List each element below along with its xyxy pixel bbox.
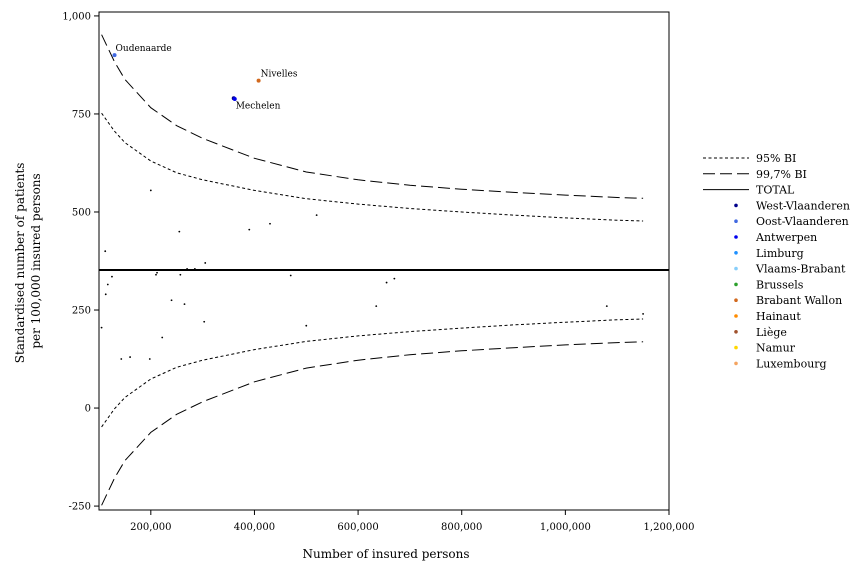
legend-label: Brussels: [756, 278, 804, 291]
x-tick-label: 1,000,000: [540, 522, 591, 533]
highlighted-point: [232, 97, 237, 102]
legend-label: West-Vlaanderen: [756, 199, 850, 212]
data-point: [305, 324, 308, 327]
data-point: [193, 267, 196, 270]
data-point: [393, 277, 396, 280]
upper-95-limit: [101, 112, 644, 222]
data-point: [204, 262, 207, 264]
data-points: Mechelen Oudenaarde Nivelles: [100, 44, 644, 360]
y-axis-title: Standardised number of patients per 100,…: [13, 159, 43, 364]
highlighted-point: [256, 78, 261, 83]
legend-label: TOTAL: [756, 184, 795, 197]
data-point: [315, 214, 318, 217]
data-point: [375, 305, 378, 307]
data-point: [642, 313, 644, 315]
data-point: [385, 281, 388, 284]
data-point: [106, 283, 109, 286]
lower-997-limit: [101, 341, 644, 506]
y-tick-label: -250: [69, 502, 91, 513]
data-point: [605, 305, 608, 307]
data-point: [161, 336, 164, 339]
plot-frame: [98, 11, 670, 511]
data-point: [248, 228, 251, 231]
data-point: [111, 275, 113, 278]
legend-label: Brabant Wallon: [756, 294, 842, 307]
legend-label: Limburg: [756, 247, 804, 260]
control-limits: [101, 34, 644, 506]
legend-dot-swatch: [734, 298, 738, 303]
x-tick-label: 600,000: [337, 522, 378, 533]
upper-997-limit: [101, 34, 644, 199]
x-tick-label: 1,200,000: [644, 522, 695, 533]
legend-label: 95% BI: [756, 152, 796, 165]
y-tick-label: 750: [72, 109, 91, 120]
legend-dot-swatch: [734, 330, 738, 334]
legend-label: Luxembourg: [756, 357, 827, 370]
y-axis-title-line-1: Standardised number of patients: [13, 163, 27, 364]
data-point: [156, 271, 158, 274]
legend-dot-swatch: [734, 203, 738, 208]
x-tick-label: 800,000: [441, 522, 482, 533]
x-tick-label: 400,000: [234, 522, 275, 533]
legend-dot-swatch: [734, 266, 738, 271]
data-point: [120, 358, 123, 360]
y-axis: -250 0 250 500 750 1,000: [62, 11, 99, 513]
data-point: [289, 274, 292, 277]
legend-dot-swatch: [734, 219, 738, 223]
data-point: [104, 293, 107, 296]
data-point: [179, 273, 182, 276]
legend-dot-swatch: [734, 314, 738, 318]
data-point: [203, 320, 206, 323]
legend-dot-swatch: [734, 282, 738, 287]
data-point: [148, 358, 151, 360]
x-tick-label: 200,000: [130, 522, 171, 533]
legend-label: 99,7% BI: [756, 168, 807, 181]
y-tick-label: 250: [72, 306, 91, 317]
legend-label: Vlaams-Brabant: [755, 263, 846, 276]
data-point: [178, 230, 181, 233]
legend-dot-swatch: [734, 345, 738, 350]
lower-95-limit: [101, 318, 644, 428]
data-point: [104, 250, 107, 253]
legend-dot-swatch: [734, 361, 738, 366]
legend-label: Namur: [756, 342, 796, 355]
x-axis: 200,000 400,000 600,000 800,000 1,000,000 1,2…: [130, 510, 694, 533]
data-point: [155, 273, 157, 276]
legend-label: Oost-Vlaanderen: [756, 215, 849, 228]
y-tick-label: 500: [72, 207, 91, 218]
data-point: [149, 189, 152, 192]
data-point: [186, 267, 188, 270]
point-label: Mechelen: [236, 101, 281, 111]
data-point: [129, 356, 131, 358]
data-point: [170, 299, 173, 302]
data-point: [183, 303, 186, 306]
point-label: Oudenaarde: [116, 44, 172, 54]
legend-label: Hainaut: [756, 310, 801, 323]
data-point: [100, 326, 103, 329]
point-label: Nivelles: [261, 70, 298, 80]
y-tick-label: 0: [85, 404, 91, 415]
y-axis-title-line-2: per 100,000 insured persons: [29, 173, 43, 348]
highlighted-point: [112, 53, 117, 58]
legend-dot-swatch: [734, 251, 738, 255]
legend: 95% BI 99,7% BI TOTAL West-Vlaanderen Oost-V…: [703, 152, 850, 370]
legend-label: Antwerpen: [755, 231, 817, 244]
y-tick-label: 1,000: [62, 11, 91, 22]
legend-dot-swatch: [734, 235, 738, 239]
legend-label: Liège: [756, 326, 787, 339]
x-axis-title: Number of insured persons: [303, 547, 470, 561]
data-point: [269, 222, 271, 225]
